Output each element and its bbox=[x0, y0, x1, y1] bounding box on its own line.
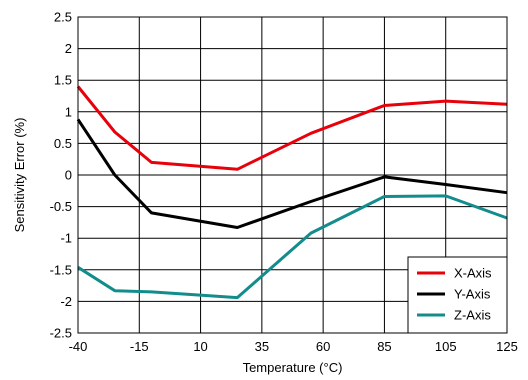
x-tick-label: 125 bbox=[496, 339, 518, 354]
x-tick-label: 10 bbox=[193, 339, 207, 354]
series-line-z-axis bbox=[77, 194, 508, 300]
y-tick-label: -1.5 bbox=[50, 262, 72, 277]
y-axis-title: Sensitivity Error (%) bbox=[12, 118, 27, 233]
x-tick-label: -40 bbox=[69, 339, 88, 354]
plot-frame bbox=[77, 16, 508, 334]
tick-label-layer: -40 -15 10 35 60 85 105 125 -2.5 -2 -1.5 -1 -0.5 0 0.5… bbox=[50, 10, 518, 355]
series-layer bbox=[76, 85, 508, 300]
y-tick-label: 1.5 bbox=[54, 73, 72, 88]
y-tick-label: 0 bbox=[65, 168, 72, 183]
y-tick-label: 0.5 bbox=[54, 136, 72, 151]
x-tick-label: 85 bbox=[377, 339, 391, 354]
y-tick-label: -2 bbox=[60, 294, 72, 309]
x-axis-title: Temperature (°C) bbox=[243, 360, 343, 375]
legend-label: X-Axis bbox=[454, 266, 492, 281]
x-tick-label: 60 bbox=[316, 339, 330, 354]
y-tick-label: -2.5 bbox=[50, 326, 72, 341]
y-tick-label: 2.5 bbox=[54, 10, 72, 25]
x-tick-label: 105 bbox=[435, 339, 457, 354]
series-line-x-axis bbox=[76, 85, 508, 171]
series-line-y-axis bbox=[76, 118, 508, 229]
legend: X-Axis Y-Axis Z-Axis bbox=[407, 256, 508, 334]
legend-label: Y-Axis bbox=[454, 287, 491, 302]
legend-label: Z-Axis bbox=[454, 308, 491, 323]
y-tick-label: 2 bbox=[65, 41, 72, 56]
y-tick-label: -1 bbox=[60, 231, 72, 246]
y-tick-label: 1 bbox=[65, 104, 72, 119]
y-tick-label: -0.5 bbox=[50, 199, 72, 214]
x-tick-label: -15 bbox=[130, 339, 149, 354]
x-tick-label: 35 bbox=[255, 339, 269, 354]
